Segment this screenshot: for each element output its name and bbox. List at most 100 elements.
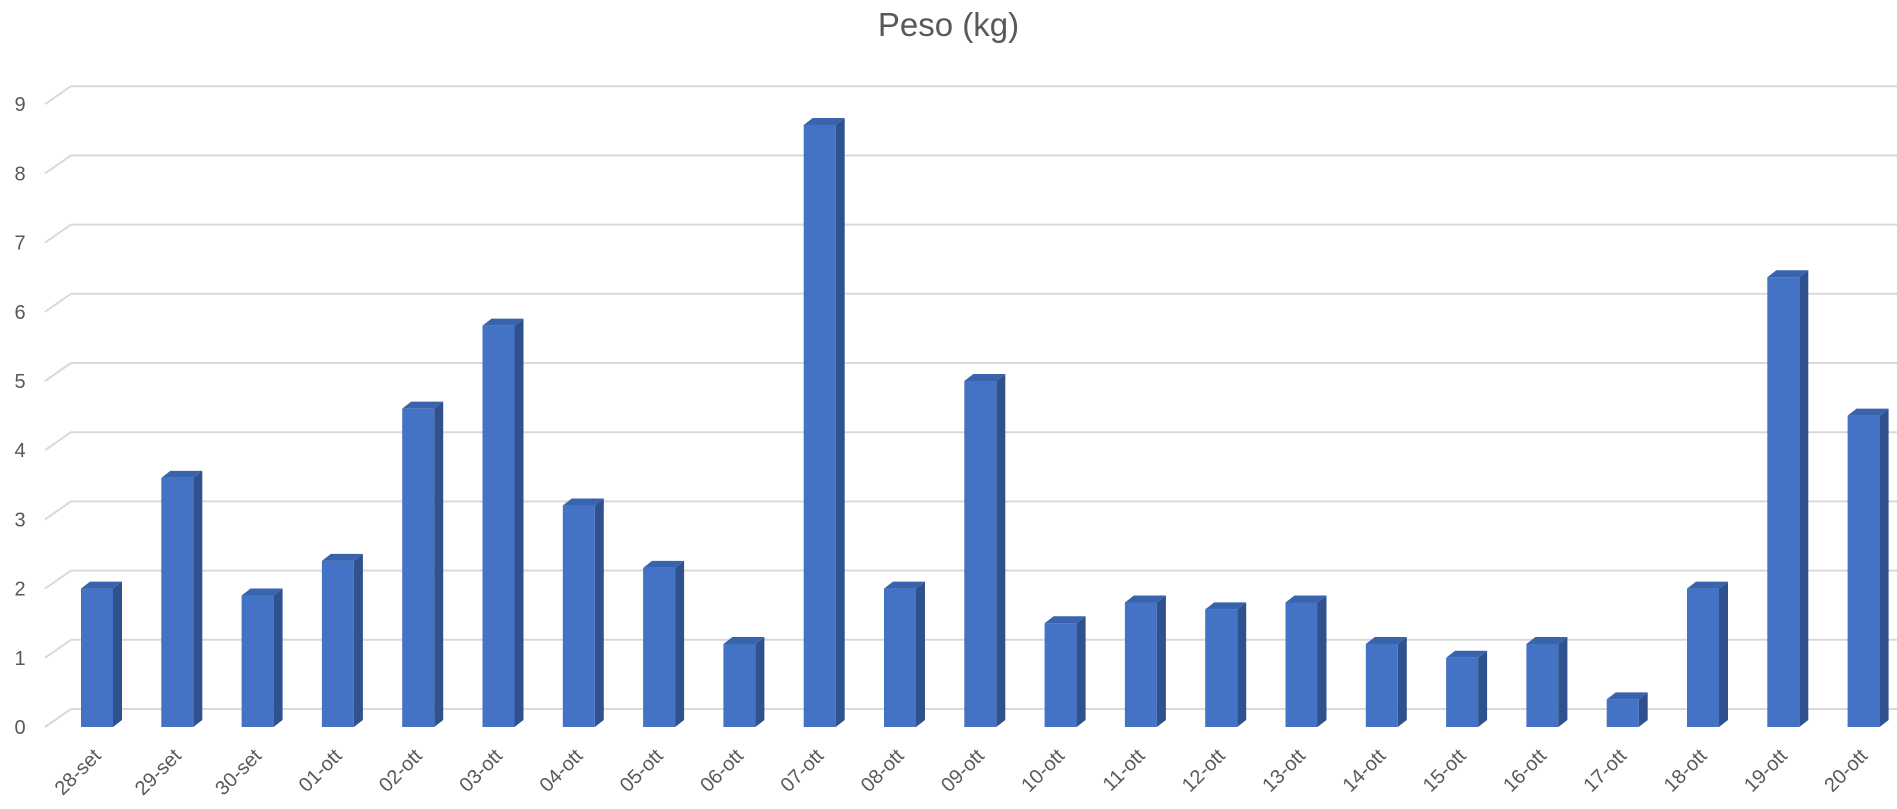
gridline-5-depth xyxy=(44,362,72,382)
x-tick-label: 17-ott xyxy=(1580,745,1632,797)
bar-side xyxy=(1317,595,1327,727)
bar-front xyxy=(241,595,274,727)
bar-front xyxy=(1687,588,1719,727)
bar-top xyxy=(1526,636,1568,644)
bar-11-ott xyxy=(1124,595,1166,727)
gridline-0-depth xyxy=(44,708,72,728)
x-tick-label: 19-ott xyxy=(1740,745,1792,797)
x-axis-ticks: 28-set 29-set 30-set 01-ott 02-ott 03-ott 04-o… xyxy=(51,745,1873,800)
x-tick-label: 07-ott xyxy=(777,745,829,797)
x-tick-label: 30-set xyxy=(211,745,266,800)
bar-front xyxy=(562,505,595,727)
bar-front xyxy=(1847,415,1880,727)
bar-20-ott xyxy=(1847,408,1889,727)
bar-front xyxy=(1205,609,1238,727)
bar-top xyxy=(241,588,283,596)
bar-side xyxy=(1076,616,1086,727)
bar-top xyxy=(643,560,685,568)
bar-front xyxy=(1446,657,1479,727)
gridline-4-depth xyxy=(44,431,72,452)
bar-top xyxy=(723,636,765,644)
y-tick-label: 5 xyxy=(14,371,25,393)
bar-03-ott xyxy=(482,318,524,727)
bar-top xyxy=(321,553,363,561)
bar-front xyxy=(1044,623,1077,727)
bar-top xyxy=(1044,616,1086,624)
bar-front xyxy=(643,567,676,727)
bar-28-set xyxy=(81,581,122,727)
bar-top xyxy=(1124,595,1166,603)
gridline-1-depth xyxy=(44,638,72,659)
bar-30-set xyxy=(241,588,283,727)
bar-front xyxy=(884,588,916,727)
bar-16-ott xyxy=(1526,636,1568,727)
bar-09-ott xyxy=(964,374,1006,727)
bar-top xyxy=(1767,270,1809,278)
x-tick-label: 04-ott xyxy=(536,745,588,797)
bar-19-ott xyxy=(1767,270,1809,727)
x-tick-label: 06-ott xyxy=(696,745,748,797)
bar-side xyxy=(916,581,925,727)
bar-side xyxy=(514,318,524,727)
bar-front xyxy=(723,643,756,727)
bar-top xyxy=(1687,581,1728,589)
bar-side xyxy=(1799,270,1809,727)
bars xyxy=(81,117,1889,727)
x-tick-label: 11-ott xyxy=(1099,745,1150,796)
bar-side xyxy=(1237,602,1247,727)
bar-side xyxy=(113,581,122,727)
x-tick-label: 08-ott xyxy=(857,745,909,797)
y-tick-label: 9 xyxy=(14,94,25,116)
x-tick-label: 18-ott xyxy=(1660,745,1712,797)
bar-front xyxy=(321,560,354,727)
x-tick-label: 10-ott xyxy=(1017,745,1069,797)
gridline-9-depth xyxy=(44,85,72,106)
bar-front xyxy=(803,124,836,727)
bar-top xyxy=(402,401,444,409)
bar-side xyxy=(1156,595,1166,727)
gridline-3-depth xyxy=(44,500,72,521)
gridline-7-depth xyxy=(44,223,72,244)
bar-side xyxy=(1719,581,1728,727)
bar-top xyxy=(1847,408,1889,416)
bar-front xyxy=(1365,643,1398,727)
x-tick-label: 20-ott xyxy=(1820,745,1872,797)
bar-side xyxy=(594,498,604,727)
bar-top xyxy=(884,581,925,589)
bar-front xyxy=(1526,643,1559,727)
bar-front xyxy=(402,408,435,727)
bar-front xyxy=(1767,277,1800,727)
bar-side xyxy=(996,374,1006,727)
bar-front xyxy=(1285,602,1318,727)
bar-07-ott xyxy=(803,117,845,727)
y-axis-ticks: 0 1 2 3 4 5 6 7 8 9 xyxy=(14,94,25,739)
x-tick-label: 15-ott xyxy=(1419,745,1471,797)
x-tick-label: 02-ott xyxy=(375,745,427,797)
bar-top xyxy=(161,470,203,478)
x-tick-label: 16-ott xyxy=(1499,745,1551,797)
bar-10-ott xyxy=(1044,616,1086,727)
bar-front xyxy=(1606,699,1639,727)
y-tick-label: 1 xyxy=(14,648,25,670)
bar-side xyxy=(434,401,444,727)
bar-01-ott xyxy=(321,553,363,727)
bar-side xyxy=(1478,650,1488,727)
bar-top xyxy=(482,318,524,326)
bar-top xyxy=(1205,602,1247,610)
gridline-8-depth xyxy=(44,154,72,175)
x-tick-label: 01-ott xyxy=(295,745,347,797)
bar-front xyxy=(482,325,515,727)
bar-side xyxy=(675,560,685,727)
bar-15-ott xyxy=(1446,650,1488,727)
bar-top xyxy=(964,374,1006,381)
x-tick-label: 12-ott xyxy=(1178,745,1230,797)
bar-top xyxy=(562,498,604,506)
bar-front xyxy=(161,477,194,727)
bar-side xyxy=(835,117,845,727)
bar-side xyxy=(1397,636,1407,727)
x-tick-label: 09-ott xyxy=(937,745,989,797)
bar-front xyxy=(1124,602,1157,727)
bar-side xyxy=(1638,692,1648,727)
bar-top xyxy=(1285,595,1327,603)
y-tick-label: 3 xyxy=(14,509,25,531)
